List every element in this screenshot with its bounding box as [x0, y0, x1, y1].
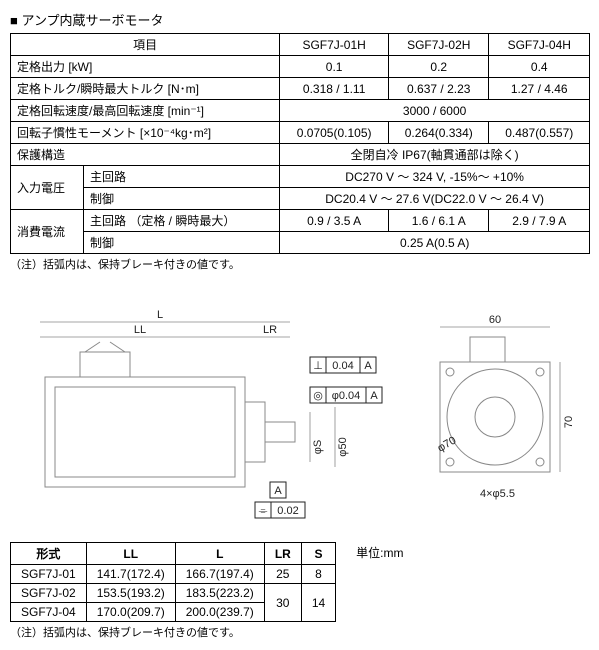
dim-w60: 60 [489, 314, 501, 326]
cell-sublabel: 制御 [84, 232, 280, 254]
cell: 183.5(223.2) [175, 584, 264, 603]
cell: DC270 V ～ 324 V, -15%～ +10% [280, 166, 590, 188]
cell-label: 回転子慣性モーメント [×10⁻⁴kg･m²] [11, 122, 280, 144]
gdt-tol3: 0.02 [277, 505, 298, 517]
cell: 0.25 A(0.5 A) [280, 232, 590, 254]
cell-sublabel: 制御 [84, 188, 280, 210]
dim-header-L: L [175, 543, 264, 565]
cell: SGF7J-04 [11, 603, 87, 622]
dim-LL: LL [134, 324, 146, 336]
svg-text:⊥: ⊥ [313, 360, 323, 372]
cell: SGF7J-02 [11, 584, 87, 603]
cell: 0.264(0.334) [389, 122, 489, 144]
table-row: 定格出力 [kW] 0.1 0.2 0.4 [11, 56, 590, 78]
cell: 0.487(0.557) [489, 122, 590, 144]
dim-table: 形式 LL L LR S SGF7J-01 141.7(172.4) 166.7… [10, 542, 336, 622]
dim-header-S: S [301, 543, 335, 565]
dim-LR: LR [263, 324, 277, 336]
header-item: 項目 [11, 34, 280, 56]
cell: 8 [301, 565, 335, 584]
gdt-A1: A [364, 360, 372, 372]
table-row: 形式 LL L LR S [11, 543, 336, 565]
cell: 166.7(197.4) [175, 565, 264, 584]
dim-phi70: φ70 [436, 435, 459, 455]
header-c3: SGF7J-04H [489, 34, 590, 56]
table-row: 保護構造 全閉自冷 IP67(軸貫通部は除く) [11, 144, 590, 166]
cell: 1.6 / 6.1 A [389, 210, 489, 232]
dim-note: （注）括弧内は、保持ブレーキ付きの値です。 [10, 624, 590, 640]
cell-label: 保護構造 [11, 144, 280, 166]
cell: 0.2 [389, 56, 489, 78]
gdt-tol2: φ0.04 [332, 390, 361, 402]
dim-header-LL: LL [86, 543, 175, 565]
table-row: SGF7J-02 153.5(193.2) 183.5(223.2) 30 14 [11, 584, 336, 603]
table-row: 定格トルク/瞬時最大トルク [N･m] 0.318 / 1.11 0.637 /… [11, 78, 590, 100]
gdt-tol1: 0.04 [332, 360, 353, 372]
cell: 170.0(209.7) [86, 603, 175, 622]
cell: 全閉自冷 IP67(軸貫通部は除く) [280, 144, 590, 166]
dim-header-model: 形式 [11, 543, 87, 565]
table-row: 入力電圧 主回路 DC270 V ～ 324 V, -15%～ +10% [11, 166, 590, 188]
cell: 2.9 / 7.9 A [489, 210, 590, 232]
cell: 0.9 / 3.5 A [280, 210, 389, 232]
dim-header-LR: LR [264, 543, 301, 565]
cell: 0.0705(0.105) [280, 122, 389, 144]
table-row: 消費電流 主回路 （定格 / 瞬時最大） 0.9 / 3.5 A 1.6 / 6… [11, 210, 590, 232]
svg-text:◎: ◎ [313, 390, 323, 402]
dim-phiS: φS [312, 440, 324, 454]
cell: 14 [301, 584, 335, 622]
gdt-A3: A [274, 485, 282, 497]
cell-sublabel: 主回路 （定格 / 瞬時最大） [84, 210, 280, 232]
page-title: ■ アンプ内蔵サーボモータ [10, 10, 590, 29]
spec-note: （注）括弧内は、保持ブレーキ付きの値です。 [10, 256, 590, 272]
cell: 153.5(193.2) [86, 584, 175, 603]
cell-label: 定格トルク/瞬時最大トルク [N･m] [11, 78, 280, 100]
unit-label: 単位:mm [356, 544, 403, 561]
cell-label: 消費電流 [11, 210, 84, 254]
table-row: 定格回転速度/最高回転速度 [min⁻¹] 3000 / 6000 [11, 100, 590, 122]
table-row: SGF7J-01 141.7(172.4) 166.7(197.4) 25 8 [11, 565, 336, 584]
cell: 141.7(172.4) [86, 565, 175, 584]
header-c2: SGF7J-02H [389, 34, 489, 56]
cell-sublabel: 主回路 [84, 166, 280, 188]
cell: 30 [264, 584, 301, 622]
cell: 0.318 / 1.11 [280, 78, 389, 100]
dim-holes: 4×φ5.5 [480, 488, 515, 500]
svg-text:⌯: ⌯ [259, 505, 268, 517]
table-row: 制御 DC20.4 V ～ 27.6 V(DC22.0 V ～ 26.4 V) [11, 188, 590, 210]
motor-diagram: L LL LR ⊥ 0.04 A ◎ φ0.04 A φS φ50 A ⌯ 0.… [10, 302, 590, 532]
cell: DC20.4 V ～ 27.6 V(DC22.0 V ～ 26.4 V) [280, 188, 590, 210]
table-row: 項目 SGF7J-01H SGF7J-02H SGF7J-04H [11, 34, 590, 56]
spec-table: 項目 SGF7J-01H SGF7J-02H SGF7J-04H 定格出力 [k… [10, 33, 590, 254]
header-c1: SGF7J-01H [280, 34, 389, 56]
cell: 25 [264, 565, 301, 584]
dim-L: L [157, 309, 163, 321]
dim-h70: 70 [563, 416, 575, 428]
cell: 0.637 / 2.23 [389, 78, 489, 100]
cell: 3000 / 6000 [280, 100, 590, 122]
cell-label: 入力電圧 [11, 166, 84, 210]
cell: 1.27 / 4.46 [489, 78, 590, 100]
cell: SGF7J-01 [11, 565, 87, 584]
table-row: 回転子慣性モーメント [×10⁻⁴kg･m²] 0.0705(0.105) 0.… [11, 122, 590, 144]
cell: 200.0(239.7) [175, 603, 264, 622]
diagram-area: L LL LR ⊥ 0.04 A ◎ φ0.04 A φS φ50 A ⌯ 0.… [10, 302, 590, 532]
cell-label: 定格出力 [kW] [11, 56, 280, 78]
dim-phi50: φ50 [337, 437, 349, 456]
table-row: 制御 0.25 A(0.5 A) [11, 232, 590, 254]
gdt-A2: A [370, 390, 378, 402]
cell: 0.1 [280, 56, 389, 78]
cell-label: 定格回転速度/最高回転速度 [min⁻¹] [11, 100, 280, 122]
cell: 0.4 [489, 56, 590, 78]
